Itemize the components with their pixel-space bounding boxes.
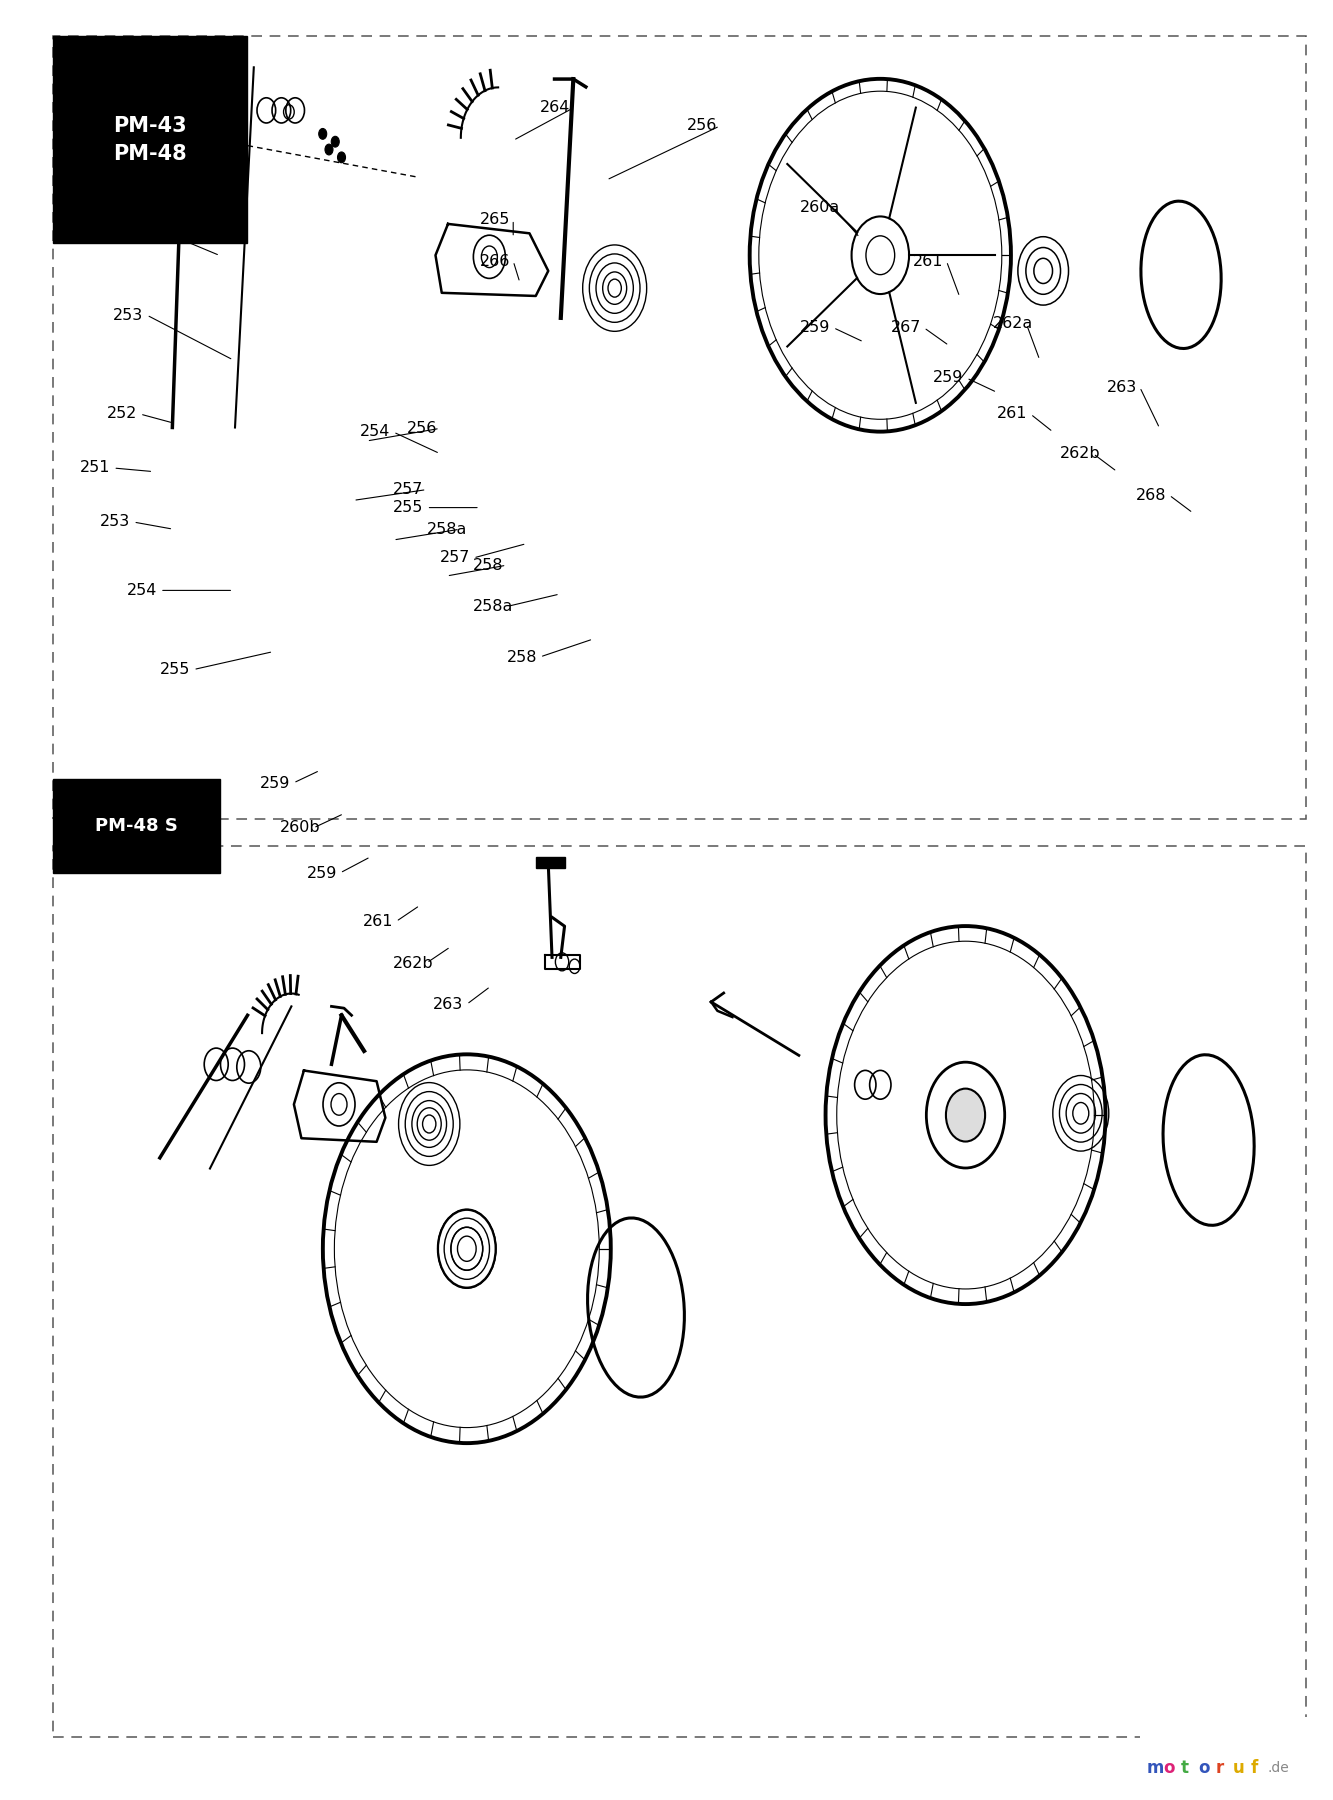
Text: 262a: 262a	[993, 317, 1033, 331]
Text: 258: 258	[473, 558, 504, 572]
Text: 257: 257	[440, 551, 471, 565]
Circle shape	[319, 128, 327, 139]
Circle shape	[946, 1089, 985, 1141]
Text: 260a: 260a	[800, 200, 840, 214]
Bar	[1140, 1717, 1324, 1786]
Text: 261: 261	[913, 254, 944, 268]
Text: 258a: 258a	[427, 522, 467, 536]
Text: 254: 254	[360, 425, 391, 439]
Bar	[53, 36, 1306, 819]
Text: 259: 259	[933, 371, 964, 385]
Text: 252: 252	[113, 218, 144, 232]
Text: 256: 256	[407, 421, 437, 436]
Text: 259: 259	[307, 866, 337, 880]
Text: 259: 259	[260, 776, 291, 790]
Text: 255: 255	[160, 662, 191, 677]
Text: 261: 261	[363, 914, 393, 929]
Text: o: o	[1198, 1759, 1210, 1777]
Text: o: o	[1164, 1759, 1176, 1777]
Text: m: m	[1146, 1759, 1164, 1777]
Bar	[536, 857, 565, 868]
Text: 260b: 260b	[280, 821, 320, 835]
Text: t: t	[1181, 1759, 1189, 1777]
Text: 268: 268	[1136, 488, 1166, 502]
Circle shape	[331, 137, 340, 148]
Text: 262b: 262b	[1060, 446, 1100, 461]
Text: 259: 259	[800, 320, 830, 335]
Text: 264: 264	[540, 101, 571, 115]
Text: 266: 266	[480, 254, 511, 268]
Text: PM-43
PM-48: PM-43 PM-48	[113, 115, 187, 164]
Text: 255: 255	[393, 500, 424, 515]
Text: PM-48 S: PM-48 S	[95, 817, 179, 835]
Text: 252: 252	[107, 407, 137, 421]
Text: 258a: 258a	[473, 599, 513, 614]
Text: 253: 253	[113, 308, 144, 322]
Text: 256: 256	[686, 119, 717, 133]
Text: 251: 251	[113, 146, 144, 160]
Circle shape	[325, 144, 333, 155]
Text: 258: 258	[507, 650, 537, 664]
Text: 265: 265	[480, 212, 511, 227]
Text: 253: 253	[100, 515, 131, 529]
Text: 254: 254	[127, 583, 157, 598]
Text: f: f	[1250, 1759, 1257, 1777]
Text: 262b: 262b	[393, 956, 433, 970]
Circle shape	[337, 151, 345, 162]
Bar	[53, 846, 1306, 1737]
Text: 251: 251	[80, 461, 111, 475]
Text: 261: 261	[997, 407, 1028, 421]
Text: 263: 263	[1106, 380, 1137, 394]
Text: 267: 267	[890, 320, 921, 335]
Bar	[53, 36, 247, 243]
Text: 263: 263	[433, 997, 464, 1012]
Text: .de: .de	[1268, 1760, 1289, 1775]
Text: 257: 257	[393, 482, 424, 497]
Bar	[53, 779, 220, 873]
Text: u: u	[1233, 1759, 1245, 1777]
Text: r: r	[1216, 1759, 1224, 1777]
